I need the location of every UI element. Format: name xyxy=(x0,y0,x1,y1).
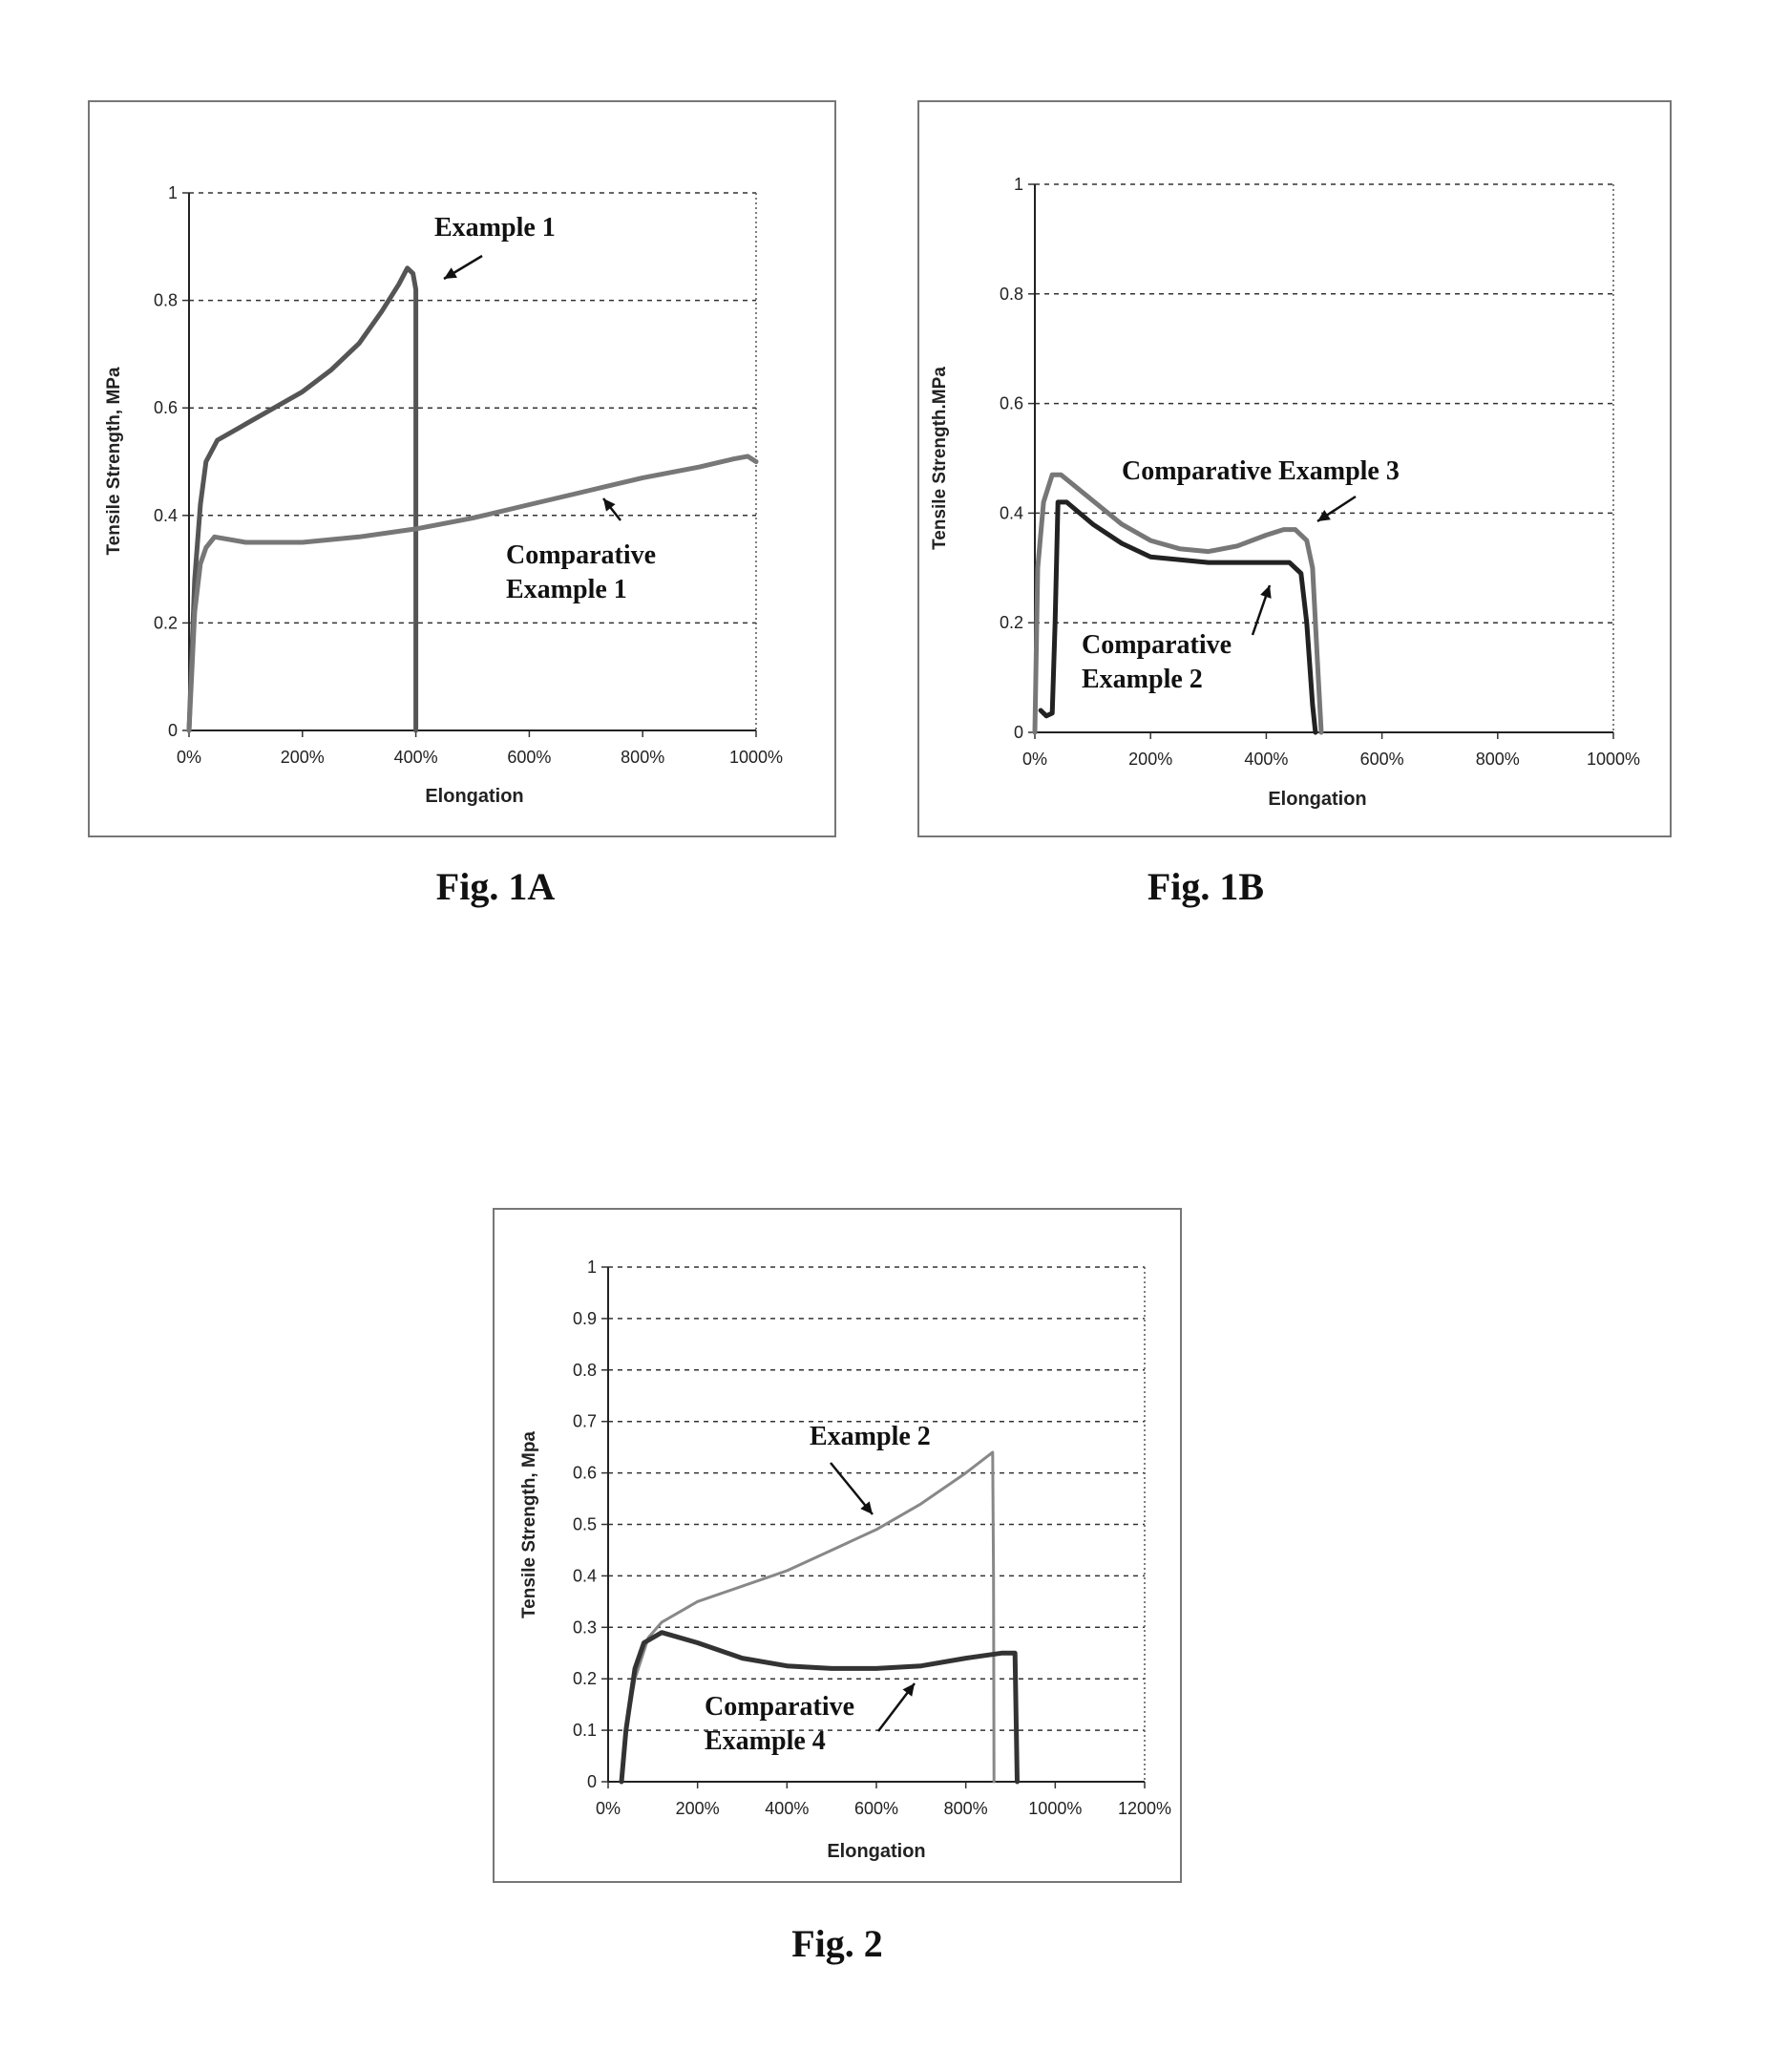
chart-1-ytick-label: 0 xyxy=(1014,723,1023,742)
chart-1-xtick-label: 400% xyxy=(1244,750,1288,769)
chart-0-xtick-label: 1000% xyxy=(729,748,783,767)
chart-1-annotation-1-line-1: Example 2 xyxy=(1082,665,1203,694)
chart-1-ytick-label: 0.8 xyxy=(1000,285,1023,304)
charts-layer: 00.20.40.60.810%200%400%600%800%1000%Elo… xyxy=(104,175,1640,1862)
chart-2-xtick-label: 800% xyxy=(944,1799,988,1818)
figure-canvas: 00.20.40.60.810%200%400%600%800%1000%Elo… xyxy=(0,0,1790,2072)
chart-2-xtick-label: 1200% xyxy=(1118,1799,1171,1818)
chart-0-xtick-label: 200% xyxy=(281,748,325,767)
chart-2-ytick-label: 0.7 xyxy=(573,1412,597,1431)
chart-0-ytick-label: 0.8 xyxy=(154,291,178,310)
chart-0-series-1-line xyxy=(189,456,756,730)
chart-0-ytick-label: 0.6 xyxy=(154,398,178,417)
chart-2-ytick-label: 0.4 xyxy=(573,1566,597,1585)
chart-2-ytick-label: 0 xyxy=(587,1772,597,1791)
chart-0-x-axis-label: Elongation xyxy=(425,786,523,807)
chart-1-xtick-label: 800% xyxy=(1476,750,1520,769)
chart-1-xtick-label: 600% xyxy=(1360,750,1404,769)
chart-2-ytick-label: 0.8 xyxy=(573,1361,597,1380)
chart-2-ytick-label: 0.3 xyxy=(573,1617,597,1637)
chart-2-annotation-1-line-0: Comparative xyxy=(705,1692,854,1722)
chart-1-x-axis-label: Elongation xyxy=(1268,789,1366,810)
chart-0-xtick-label: 400% xyxy=(394,748,438,767)
figure-frame-1a xyxy=(89,101,835,836)
chart-0-xtick-label: 0% xyxy=(177,748,201,767)
chart-2-x-axis-label: Elongation xyxy=(827,1841,925,1862)
figure-caption-1b: Fig. 1B xyxy=(1077,864,1335,909)
chart-1-xtick-label: 0% xyxy=(1022,750,1047,769)
chart-2-annotation-0-line-0: Example 2 xyxy=(810,1422,931,1451)
chart-0-ytick-label: 1 xyxy=(168,183,178,202)
figure-caption-1a: Fig. 1A xyxy=(367,864,624,909)
chart-0-series-0-line xyxy=(189,268,416,730)
chart-2-ytick-label: 0.9 xyxy=(573,1309,597,1328)
chart-0-annotation-1-line-1: Example 1 xyxy=(506,575,627,604)
chart-0-xtick-label: 800% xyxy=(621,748,664,767)
chart-0-annotation-0-line-0: Example 1 xyxy=(434,213,556,243)
chart-0-ytick-label: 0.4 xyxy=(154,506,178,525)
chart-0-xtick-label: 600% xyxy=(507,748,551,767)
chart-1-ytick-label: 0.2 xyxy=(1000,613,1023,632)
figure-caption-2: Fig. 2 xyxy=(708,1921,966,1966)
chart-2-ytick-label: 0.6 xyxy=(573,1464,597,1483)
chart-1-ytick-label: 0.4 xyxy=(1000,503,1023,522)
chart-2-xtick-label: 200% xyxy=(676,1799,720,1818)
chart-1-annotation-1-arrowhead xyxy=(1260,585,1272,599)
chart-2-xtick-label: 600% xyxy=(854,1799,898,1818)
chart-0-annotation-1-line-0: Comparative xyxy=(506,540,656,570)
chart-0-ytick-label: 0 xyxy=(168,721,178,740)
chart-2-annotation-1-arrowhead xyxy=(903,1683,915,1697)
chart-2-annotation-1-line-1: Example 4 xyxy=(705,1726,826,1756)
chart-2-y-axis-label: Tensile Strength, Mpa xyxy=(519,1431,539,1618)
chart-2-xtick-label: 1000% xyxy=(1028,1799,1082,1818)
chart-1-xtick-label: 1000% xyxy=(1587,750,1640,769)
chart-2-ytick-label: 0.5 xyxy=(573,1515,597,1534)
chart-1-xtick-label: 200% xyxy=(1128,750,1172,769)
chart-2-xtick-label: 0% xyxy=(596,1799,621,1818)
chart-2-ytick-label: 1 xyxy=(587,1258,597,1277)
chart-1-ytick-label: 1 xyxy=(1014,175,1023,194)
chart-1-series-1-line xyxy=(1041,502,1316,732)
chart-1-annotation-0-line-0: Comparative Example 3 xyxy=(1122,456,1400,486)
chart-1-annotation-1-line-0: Comparative xyxy=(1082,630,1232,660)
chart-2-ytick-label: 0.2 xyxy=(573,1669,597,1688)
chart-2-xtick-label: 400% xyxy=(765,1799,809,1818)
chart-0-y-axis-label: Tensile Strength, MPa xyxy=(104,367,124,556)
chart-1-ytick-label: 0.6 xyxy=(1000,394,1023,413)
chart-1-annotation-0-arrowhead xyxy=(1317,510,1331,521)
chart-2-ytick-label: 0.1 xyxy=(573,1721,597,1740)
chart-0-ytick-label: 0.2 xyxy=(154,613,178,632)
chart-1-y-axis-label: Tensile Strength.MPa xyxy=(930,367,950,550)
